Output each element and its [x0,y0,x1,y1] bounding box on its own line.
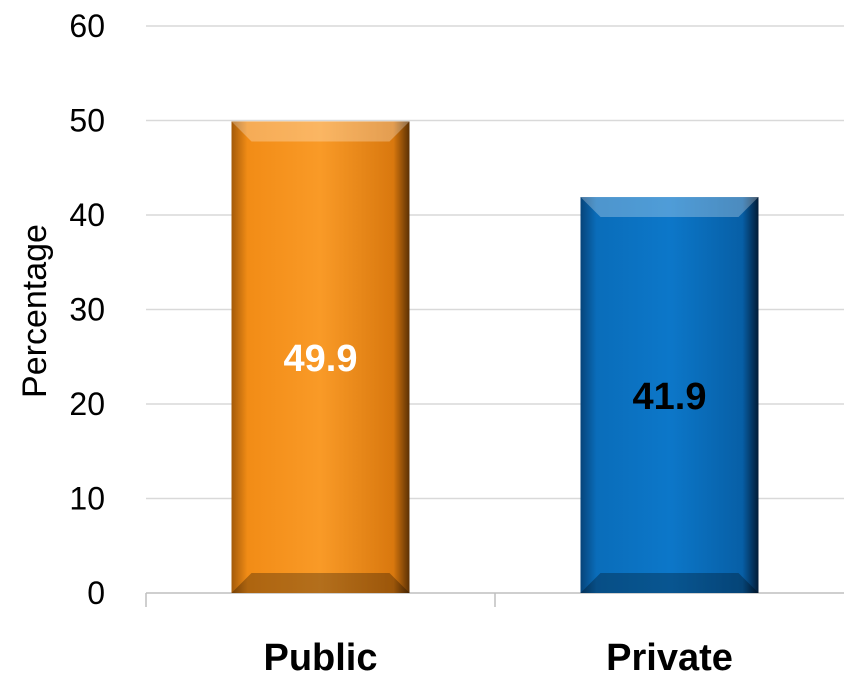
x-tick-label: Private [606,637,733,673]
y-tick-label: 10 [69,481,105,517]
x-tick-label: Public [263,637,377,673]
y-axis-label: Percentage [16,224,54,398]
y-tick-label: 0 [87,575,105,611]
y-tick-labels: 0 10 20 30 40 50 60 [69,8,105,611]
x-tick-labels: Public Private [263,637,732,673]
y-tick-label: 20 [69,386,105,422]
x-axis [145,592,844,607]
data-labels: 49.9 41.9 [284,338,707,418]
bars [231,121,759,594]
y-tick-label: 40 [69,197,105,233]
bar-public [231,121,410,593]
bar-bevel-bottom [231,573,410,593]
bar-bevel-bottom [580,573,759,593]
y-tick-label: 30 [69,292,105,328]
bar-private [580,197,759,594]
y-tick-label: 60 [69,8,105,44]
bar-body [580,197,759,594]
bar-bevel-top [580,197,759,218]
data-label: 49.9 [284,338,358,380]
bar-bevel-top [231,121,410,142]
y-tick-label: 50 [69,103,105,139]
data-label: 41.9 [633,376,707,418]
bar-body [231,121,410,593]
